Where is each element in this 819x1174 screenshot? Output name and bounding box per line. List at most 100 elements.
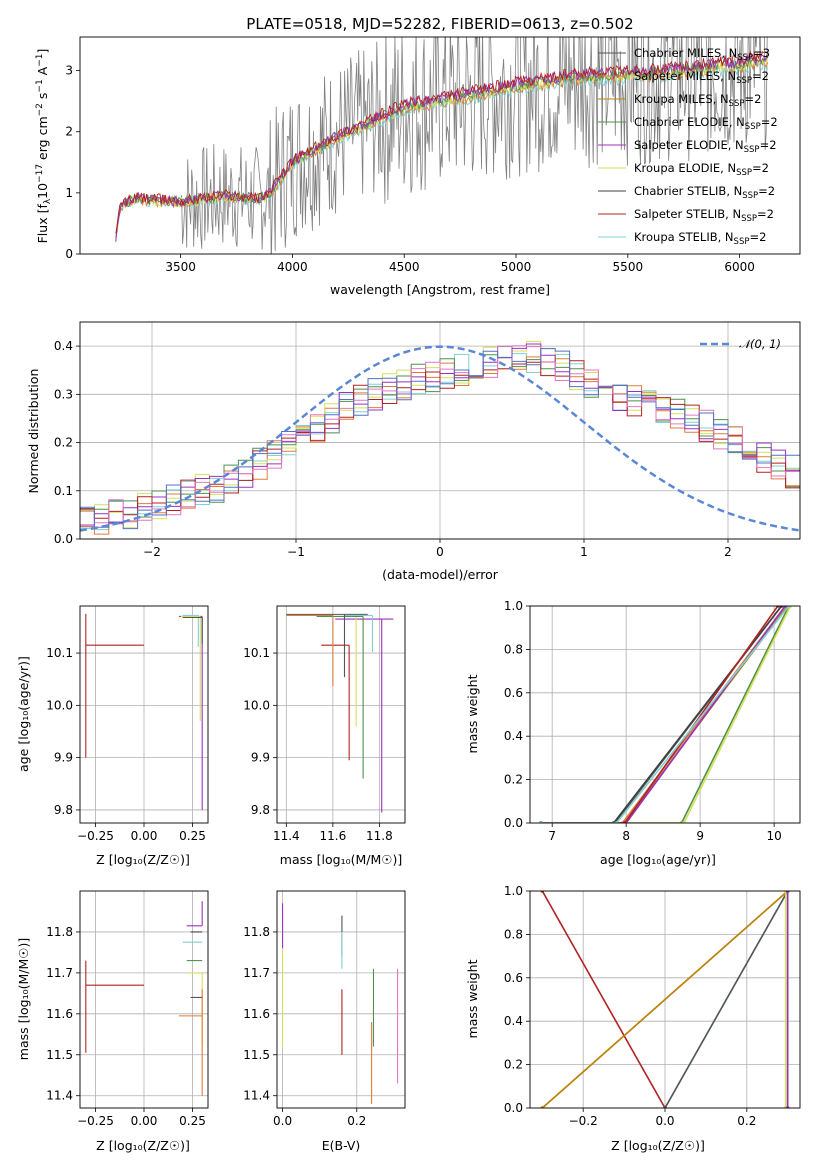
y-tick-label: 0.2 — [504, 773, 523, 787]
x-tick-label: 11.4 — [273, 829, 300, 843]
y-tick-label: 0 — [65, 247, 73, 261]
y-tick-label: 0.6 — [504, 971, 523, 985]
cumulative-series — [541, 891, 789, 1108]
x-tick-label: 0.25 — [179, 1114, 206, 1128]
cumulative-series — [541, 606, 779, 823]
y-tick-label: 0.0 — [504, 816, 523, 830]
cumulative-series — [541, 606, 783, 823]
legend-label: Salpeter ELODIE, NSSP=2 — [634, 138, 777, 155]
x-tick-label: 10 — [766, 829, 781, 843]
axes-frame — [276, 890, 406, 1109]
y-tick-label: 2 — [65, 125, 73, 139]
errorbars — [282, 903, 399, 1104]
cumulative-series — [664, 891, 789, 1108]
x-tick-label: 5500 — [613, 260, 644, 274]
y-tick-label: 11.7 — [46, 966, 73, 980]
legend-label: Salpeter STELIB, NSSP=2 — [634, 207, 774, 224]
y-tick-label: 11.8 — [243, 925, 270, 939]
mass-ylabel: mass [log₁₀(M/M☉)] — [16, 938, 31, 1060]
cumulative-lines — [539, 606, 793, 823]
cumulative-series — [541, 606, 790, 823]
spectrum-panel: 3500 4000 4500 5000 5500 6000 0 1 2 3 — [65, 36, 801, 274]
residual-histogram — [80, 345, 800, 526]
x-tick-label: 0.00 — [131, 829, 158, 843]
cumulative-series — [541, 606, 786, 823]
x-tick-label: 4000 — [277, 260, 308, 274]
y-tick-label: 0.4 — [54, 339, 73, 353]
y-tick-label: 0.4 — [504, 1014, 523, 1028]
x-tick-label: 2 — [724, 545, 732, 559]
figure-title: PLATE=0518, MJD=52282, FIBERID=0613, z=0… — [246, 15, 633, 33]
normal-curve — [80, 345, 800, 532]
y-tick-label: 0.4 — [504, 729, 523, 743]
errorbars — [286, 613, 394, 813]
spectrum-lines — [115, 37, 769, 254]
y-tick-label: 11.5 — [46, 1048, 73, 1062]
mass-vs-metallicity-panel: −0.25 0.00 0.25 11.4 11.5 11.6 11.7 11.8 — [46, 890, 209, 1128]
age-vs-mass-panel: 11.4 11.6 11.8 9.8 9.9 10.0 10.1 — [243, 605, 406, 843]
model-spectrum — [115, 50, 768, 234]
y-tick-label: 0.1 — [54, 484, 73, 498]
x-tick-label: −1 — [287, 545, 305, 559]
cum-z-ylabel: mass weight — [465, 959, 480, 1038]
y-tick-label: 1.0 — [504, 884, 523, 898]
y-tick-label: 11.4 — [243, 1089, 270, 1103]
axes-frame — [529, 605, 801, 824]
x-tick-label: 0 — [436, 545, 444, 559]
x-tick-label: 6000 — [724, 260, 755, 274]
y-tick-label: 10.1 — [243, 646, 270, 660]
x-tick-label: 4500 — [389, 260, 420, 274]
mass-ebv-xlabel: E(B-V) — [322, 1138, 361, 1153]
x-tick-label: −0.25 — [77, 1114, 114, 1128]
y-tick-label: 10.0 — [243, 698, 270, 712]
y-tick-label: 0.6 — [504, 686, 523, 700]
y-tick-label: 11.5 — [243, 1048, 270, 1062]
cumulative-lines — [540, 891, 790, 1108]
x-tick-label: 11.8 — [366, 829, 393, 843]
cumulative-mass-age-panel: 7 8 9 10 0.0 0.2 0.4 0.6 0.8 1.0 — [504, 599, 801, 843]
x-tick-label: 0.2 — [347, 1114, 366, 1128]
y-tick-label: 11.4 — [46, 1089, 73, 1103]
y-tick-label: 0.3 — [54, 387, 73, 401]
cumulative-series — [541, 606, 783, 823]
cumulative-series — [541, 606, 792, 823]
y-tick-label: 0.8 — [504, 927, 523, 941]
x-tick-label: 1 — [580, 545, 588, 559]
y-tick-label: 11.6 — [243, 1007, 270, 1021]
y-tick-label: 9.9 — [251, 751, 270, 765]
x-tick-label: 3500 — [165, 260, 196, 274]
y-tick-label: 0.2 — [504, 1058, 523, 1072]
x-tick-label: −2 — [143, 545, 161, 559]
spectrum-ylabel: Flux [fλ10−17 erg cm−2 s−1 A−1] — [35, 49, 53, 244]
axes-frame — [79, 890, 209, 1109]
age-mass-xlabel: mass [log₁₀(M/M☉)] — [280, 852, 402, 867]
histograms — [80, 340, 800, 535]
y-tick-label: 0.0 — [54, 532, 73, 546]
residuals-ylabel: Normed distribution — [26, 369, 41, 494]
legend-label: Chabrier MILES, NSSP=3 — [634, 46, 770, 63]
x-tick-label: 8 — [622, 829, 630, 843]
normal-legend-label: 𝒩(0, 1) — [739, 337, 781, 351]
age-ylabel: age [log₁₀(age/yr)] — [16, 656, 31, 772]
axes-frame — [276, 605, 406, 824]
age-z-xlabel: Z [log₁₀(Z/Z☉)] — [96, 852, 190, 867]
observed-spectrum — [180, 37, 768, 254]
x-tick-label: 0.00 — [131, 1114, 158, 1128]
y-tick-label: 11.8 — [46, 925, 73, 939]
y-tick-label: 10.0 — [46, 698, 73, 712]
residuals-xlabel: (data-model)/error — [382, 567, 499, 582]
cum-z-xlabel: Z [log₁₀(Z/Z☉)] — [611, 1138, 705, 1153]
x-tick-label: 0.25 — [179, 829, 206, 843]
y-tick-label: 0.0 — [504, 1101, 523, 1115]
y-tick-label: 11.6 — [46, 1007, 73, 1021]
legend-label: Kroupa MILES, NSSP=2 — [634, 92, 761, 109]
mass-z-xlabel: Z [log₁₀(Z/Z☉)] — [96, 1138, 190, 1153]
model-spectrum — [115, 52, 769, 238]
x-tick-label: −0.25 — [77, 829, 114, 843]
x-tick-label: 0.2 — [737, 1114, 756, 1128]
y-tick-label: 3 — [65, 64, 73, 78]
y-tick-label: 10.1 — [46, 646, 73, 660]
cumulative-series — [541, 891, 666, 1108]
legend-label: Kroupa ELODIE, NSSP=2 — [634, 161, 769, 178]
residuals-legend: 𝒩(0, 1) — [700, 337, 781, 351]
